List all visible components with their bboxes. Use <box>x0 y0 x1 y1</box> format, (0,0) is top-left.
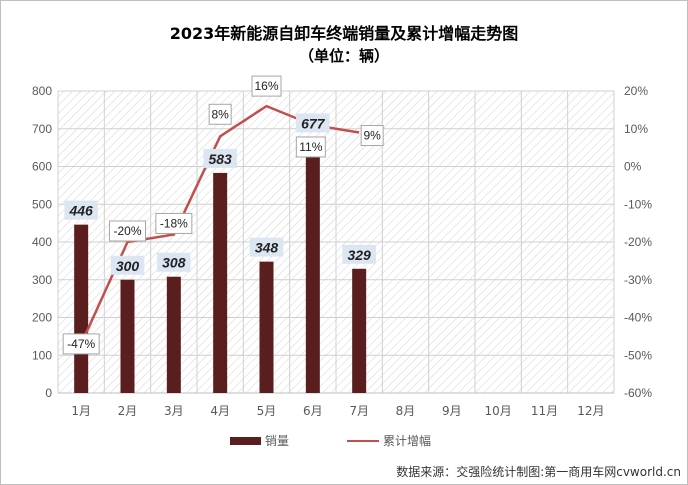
data-labels: 446 300 308 583 348 677 329 -47% -20% -18% 8% 16% 11… <box>62 75 384 355</box>
x-tick-label: 8月 <box>396 404 416 418</box>
x-tick-label: 1月 <box>71 404 91 418</box>
line-data-label: -18% <box>160 216 188 230</box>
y-tick-label: 600 <box>32 160 52 174</box>
bar-label-bg <box>296 113 330 133</box>
x-tick-label: 6月 <box>303 404 323 418</box>
bar-data-label: 348 <box>255 240 279 256</box>
legend: 销量 累计增幅 <box>230 433 431 448</box>
x-tick-label: 12月 <box>577 404 604 418</box>
bar <box>259 261 274 393</box>
line-label-box <box>62 333 100 355</box>
bar <box>74 224 89 393</box>
bar-label-bg <box>203 148 237 168</box>
y-tick-label: 800 <box>32 84 52 98</box>
line-label-box <box>251 75 282 97</box>
bar <box>352 268 367 393</box>
line-data-label: -47% <box>67 337 95 351</box>
line-label-box <box>208 103 232 125</box>
y-axis-right: -60% -50% -40% -30% -20% -10% 0% 10% 20% <box>624 84 652 400</box>
bar-label-bg <box>157 252 191 272</box>
bar-label-bg <box>342 244 376 264</box>
x-axis: 1月 2月 3月 4月 5月 6月 7月 8月 9月 10月 11月 12月 <box>71 404 604 418</box>
line-data-label: 8% <box>211 107 229 121</box>
bar <box>120 279 135 393</box>
y2-tick-label: 0% <box>624 160 642 174</box>
y-axis-left: 0 100 200 300 400 500 600 700 800 <box>32 84 52 400</box>
x-tick-label: 5月 <box>257 404 277 418</box>
line-label-box <box>155 212 193 234</box>
bar-series <box>74 137 367 393</box>
bar-label-bg <box>64 200 98 220</box>
y2-tick-label: -60% <box>624 386 652 400</box>
y-tick-label: 0 <box>45 386 52 400</box>
chart-title: 2023年新能源自卸车终端销量及累计增幅走势图 <box>170 24 519 43</box>
y-tick-label: 500 <box>32 197 52 211</box>
line-data-label: 9% <box>363 129 381 143</box>
bar-data-label: 300 <box>116 258 140 274</box>
line-label-box <box>109 220 146 242</box>
x-tick-label: 2月 <box>118 404 138 418</box>
y-tick-label: 400 <box>32 235 52 249</box>
line-data-label: -20% <box>113 224 141 238</box>
y2-tick-label: -20% <box>624 235 652 249</box>
bar <box>305 137 320 393</box>
x-tick-label: 4月 <box>210 404 230 418</box>
legend-line-label: 累计增幅 <box>383 433 431 448</box>
y-tick-label: 300 <box>32 273 52 287</box>
x-tick-label: 7月 <box>349 404 369 418</box>
bar-data-label: 308 <box>162 255 186 271</box>
y2-tick-label: -10% <box>624 197 652 211</box>
grid-lines <box>57 90 615 394</box>
x-tick-label: 3月 <box>164 404 184 418</box>
y2-tick-label: 20% <box>624 84 648 98</box>
y2-tick-label: -50% <box>624 348 652 362</box>
x-tick-label: 10月 <box>485 404 512 418</box>
y-tick-label: 200 <box>32 311 52 325</box>
bar-data-label: 329 <box>347 247 371 263</box>
legend-bar-label: 销量 <box>265 434 289 448</box>
bar <box>166 276 181 393</box>
x-tick-label: 11月 <box>531 404 558 418</box>
legend-bar-swatch <box>230 437 261 445</box>
data-source: 数据来源：交强险统计制图:第一商用车网cvworld.cn <box>396 464 681 479</box>
y-tick-label: 700 <box>32 122 52 136</box>
line-data-label: 11% <box>299 140 322 154</box>
line-data-label: 16% <box>254 79 278 93</box>
bar-label-bg <box>110 255 145 275</box>
bar-data-label: 677 <box>301 115 326 131</box>
y2-tick-label: -30% <box>624 273 652 287</box>
bar <box>213 172 228 393</box>
y-tick-label: 100 <box>32 348 52 362</box>
bar-label-bg <box>249 237 284 257</box>
bar-data-label: 446 <box>68 203 93 219</box>
y2-tick-label: 10% <box>624 122 648 136</box>
y2-tick-label: -40% <box>624 311 652 325</box>
line-label-box <box>295 136 326 158</box>
bar-data-label: 583 <box>208 151 232 167</box>
line-label-box <box>360 125 384 147</box>
chart-subtitle: （单位：辆） <box>299 47 389 65</box>
x-tick-label: 9月 <box>442 404 462 418</box>
